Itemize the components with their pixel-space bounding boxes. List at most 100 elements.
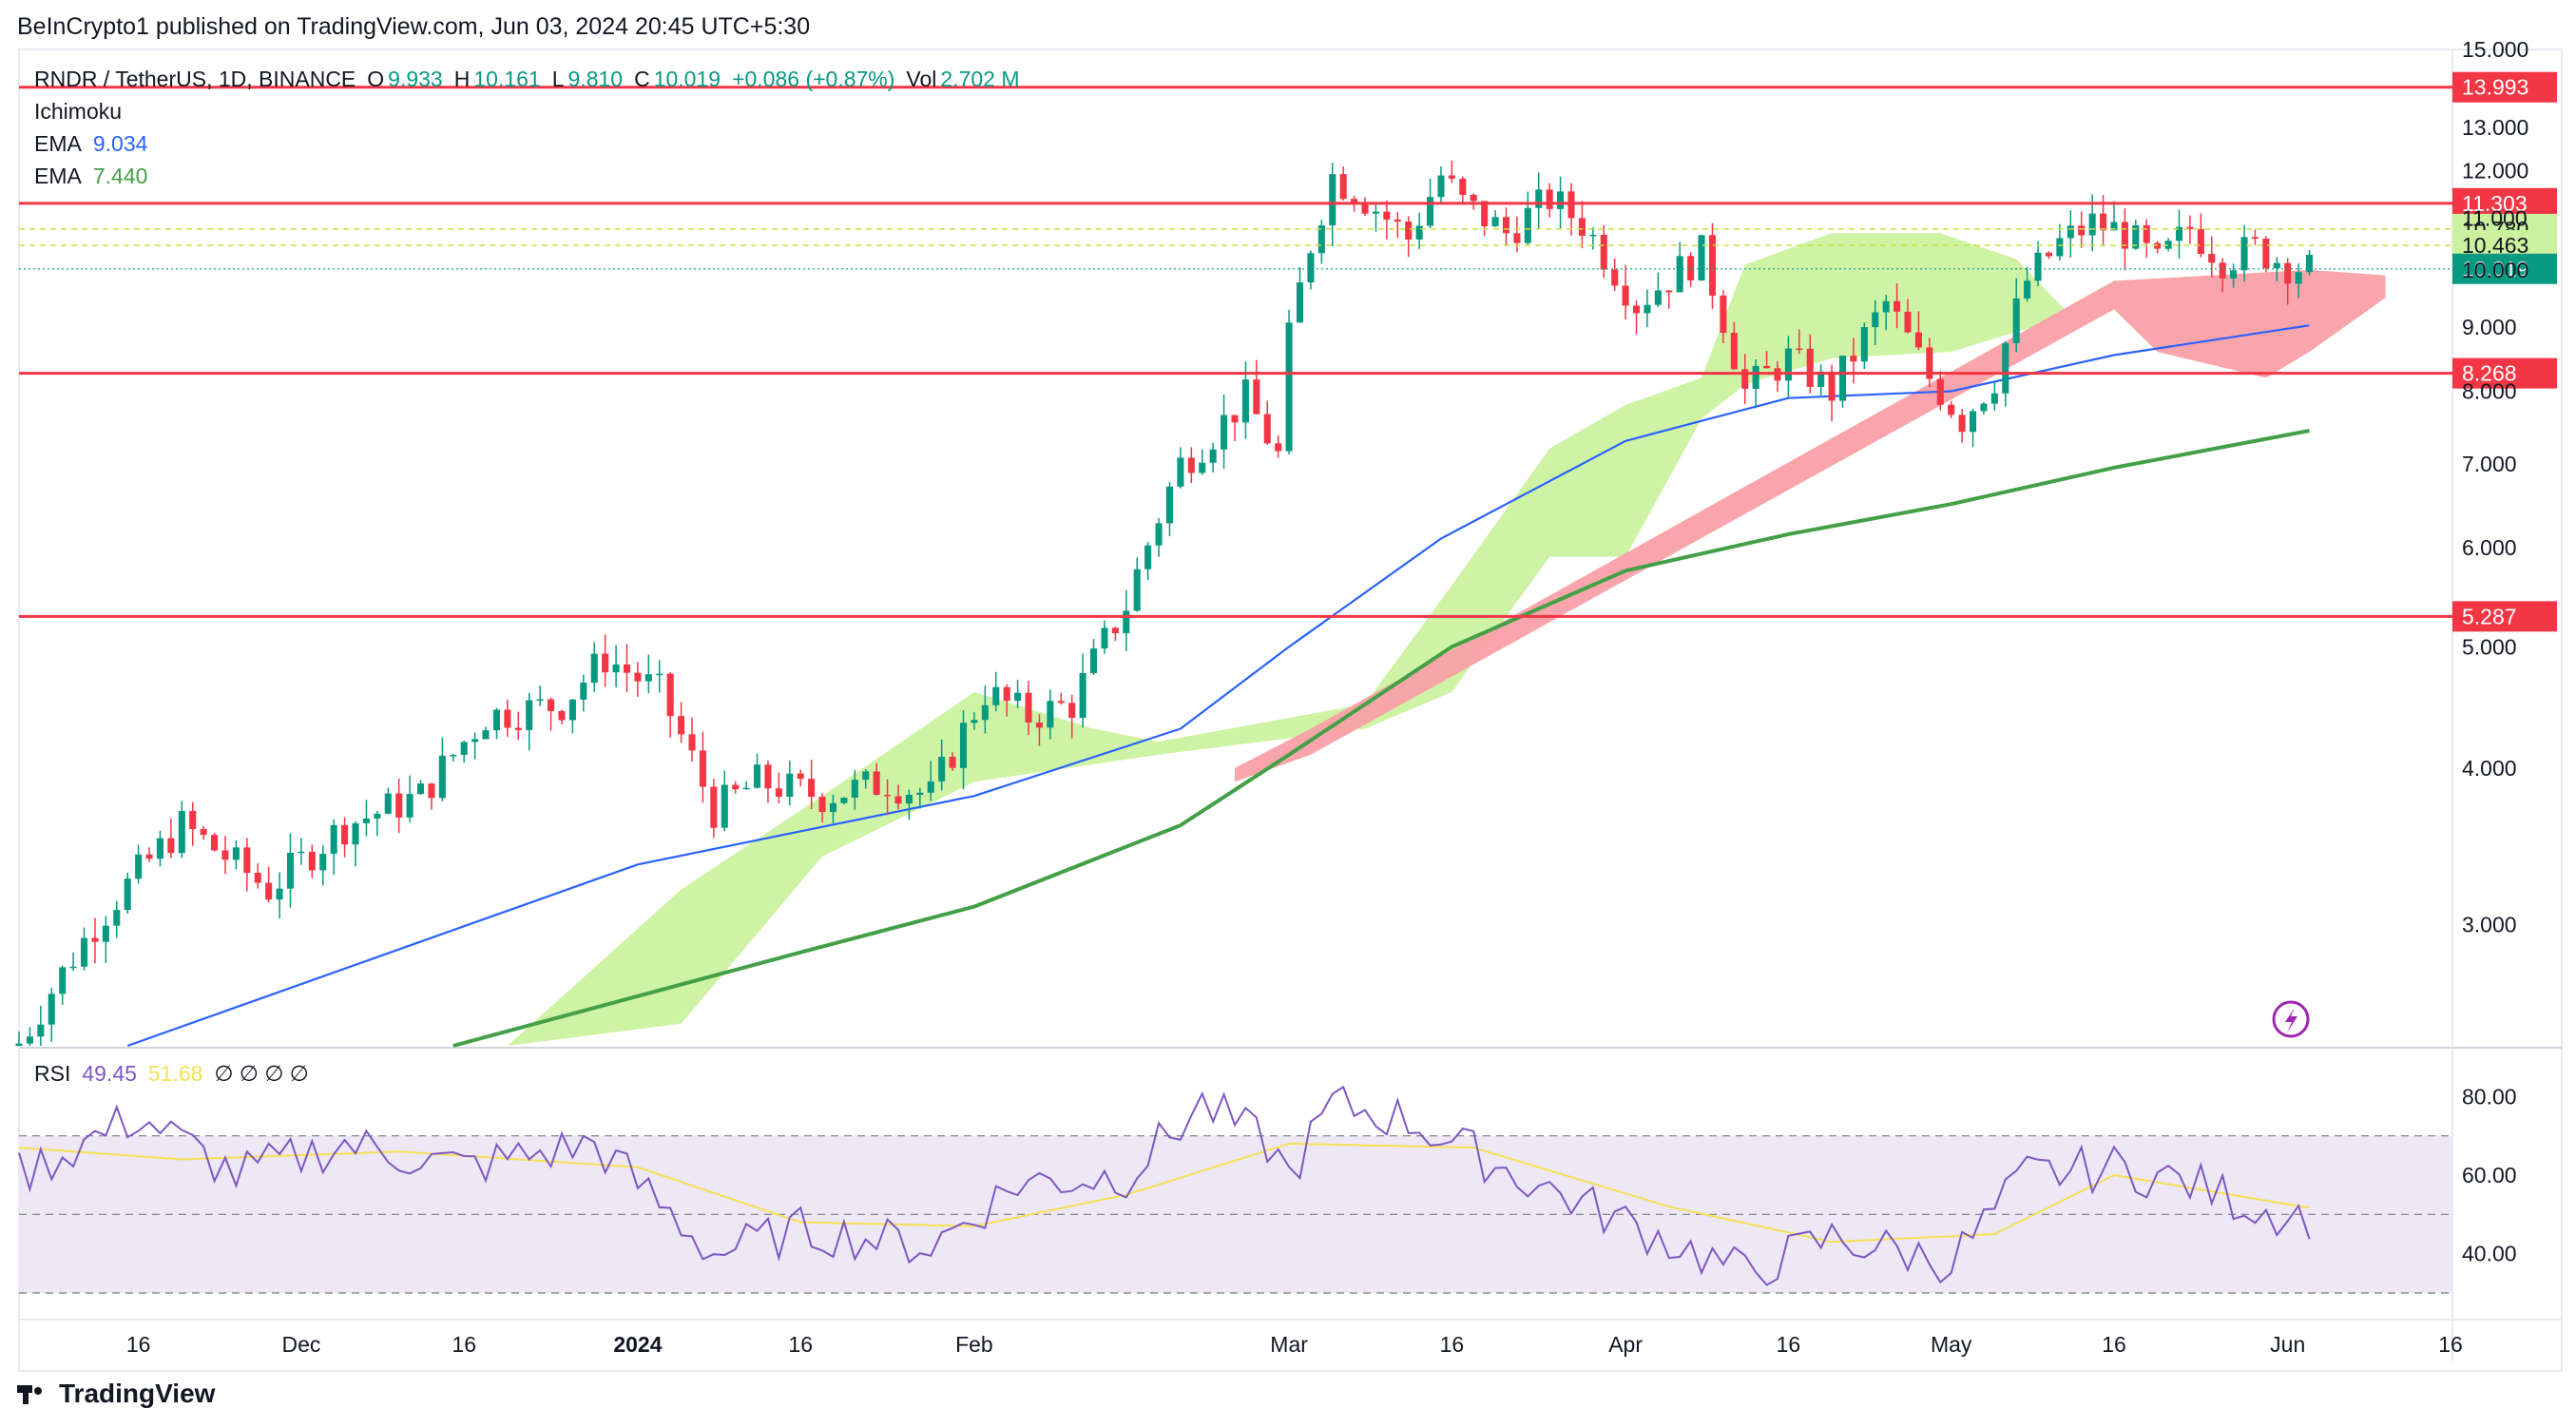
candle-body (395, 793, 403, 818)
price-tick-label: 11.000 (2462, 205, 2528, 230)
rsi-legend[interactable]: RSI 49.45 51.68 ∅ ∅ ∅ ∅ (34, 1061, 320, 1087)
time-tick-label: 16 (2438, 1332, 2463, 1357)
candle-body (1611, 269, 1619, 286)
candle-body (406, 794, 413, 818)
candle-body (818, 797, 826, 813)
candle-body (2240, 237, 2248, 271)
candle-body (1763, 365, 1771, 369)
candle-body (590, 653, 598, 684)
candle-body (2002, 342, 2009, 394)
ema-fast-legend[interactable]: EMA 9.034 (34, 131, 159, 157)
time-tick-label: 16 (2102, 1332, 2126, 1357)
rsi-ma-value: 51.68 (147, 1061, 203, 1086)
candle-body (2012, 298, 2020, 343)
rsi-label: RSI (34, 1061, 71, 1086)
candle-body (2132, 224, 2140, 249)
candle-body (1741, 369, 1749, 389)
candle-body (1969, 411, 1977, 433)
candle-body (156, 838, 163, 859)
candle-body (59, 967, 67, 994)
price-tick-label: 7.000 (2462, 452, 2517, 476)
candle-body (808, 779, 816, 798)
candle-body (1676, 256, 1683, 293)
candle-body (482, 730, 490, 740)
candle-body (330, 824, 337, 855)
price-tick-label: 12.000 (2462, 159, 2528, 183)
rsi-tick-label: 60.00 (2462, 1163, 2517, 1187)
candle-body (1589, 234, 1597, 237)
candle-body (341, 824, 349, 845)
price-tick-label: 3.000 (2462, 912, 2517, 936)
candle-body (1415, 225, 1423, 240)
candle-body (1025, 692, 1032, 723)
candle-body (1394, 219, 1401, 222)
last-price-badge (2452, 253, 2557, 284)
candle-body (1133, 569, 1141, 611)
high-label: H (453, 67, 471, 91)
level-price-label: 11.303 (2462, 191, 2528, 216)
candle-body (254, 873, 261, 883)
candle-body (2110, 222, 2118, 231)
candle-body (1187, 457, 1195, 473)
level-price-badge (2452, 187, 2557, 219)
candle-body (1557, 191, 1565, 209)
candle-body (1448, 175, 1455, 179)
symbol-pair[interactable]: RNDR / TetherUS, 1D, BINANCE (34, 67, 356, 91)
price-tick-label: 15.000 (2462, 37, 2528, 62)
candle-body (1948, 404, 1955, 415)
time-tick-label: Apr (1608, 1332, 1643, 1357)
candle-body (514, 727, 522, 730)
high-value: 10.161 (473, 67, 541, 91)
candle-body (927, 781, 934, 793)
candle-body (1405, 222, 1413, 240)
symbol-legend: RNDR / TetherUS, 1D, BINANCE O 9.933 H 10.16… (34, 67, 1031, 92)
lightning-bolt (2285, 1008, 2297, 1032)
candle-body (1567, 191, 1575, 219)
candle-body (981, 704, 989, 721)
lightning-icon[interactable] (2272, 1000, 2310, 1038)
level-price-label: 8.268 (2462, 361, 2517, 386)
candle-body (145, 854, 153, 859)
candle-body (884, 794, 892, 797)
candle-body (2251, 237, 2259, 239)
candle-body (1980, 403, 1988, 412)
candle-body (1437, 175, 1445, 198)
candle-body (1936, 378, 1944, 405)
candle-body (211, 835, 219, 851)
ema-fast-label: EMA (34, 131, 82, 156)
candle-body (721, 784, 728, 828)
candle-body (1535, 189, 1543, 208)
candle-body (124, 878, 131, 911)
candle-body (862, 771, 870, 781)
candle-body (2078, 225, 2086, 236)
candle-body (1850, 356, 1857, 362)
tradingview-logo[interactable]: TradingView (17, 1379, 215, 1409)
candle-body (959, 723, 968, 768)
level-price-badge (2452, 601, 2557, 632)
candle-body (1894, 300, 1901, 312)
price-tick-label: 8.000 (2462, 378, 2517, 403)
candle-body (1817, 371, 1825, 388)
price-tick-label: 5.000 (2462, 634, 2517, 659)
ema-slow-legend[interactable]: EMA 7.440 (34, 164, 159, 189)
time-tick-label: 16 (1777, 1332, 1801, 1357)
candle-body (894, 796, 902, 804)
ichimoku-legend[interactable]: Ichimoku (34, 99, 133, 125)
candle-body (2175, 226, 2183, 241)
candle-body (135, 854, 143, 879)
candle-body (536, 699, 544, 702)
candle-body (1459, 178, 1467, 195)
candle-body (548, 699, 555, 711)
candle-body (167, 838, 175, 854)
candle-body (1101, 627, 1108, 649)
candle-body (1014, 692, 1022, 702)
candle-body (2208, 253, 2216, 263)
price-tick-label: 4.000 (2462, 756, 2517, 781)
close-value: 10.019 (653, 67, 721, 91)
candle-body (1698, 235, 1705, 280)
price-tick-label: 6.000 (2462, 535, 2517, 560)
candle-body (1221, 415, 1228, 450)
candle-body (568, 699, 576, 721)
candle-body (1860, 327, 1868, 362)
